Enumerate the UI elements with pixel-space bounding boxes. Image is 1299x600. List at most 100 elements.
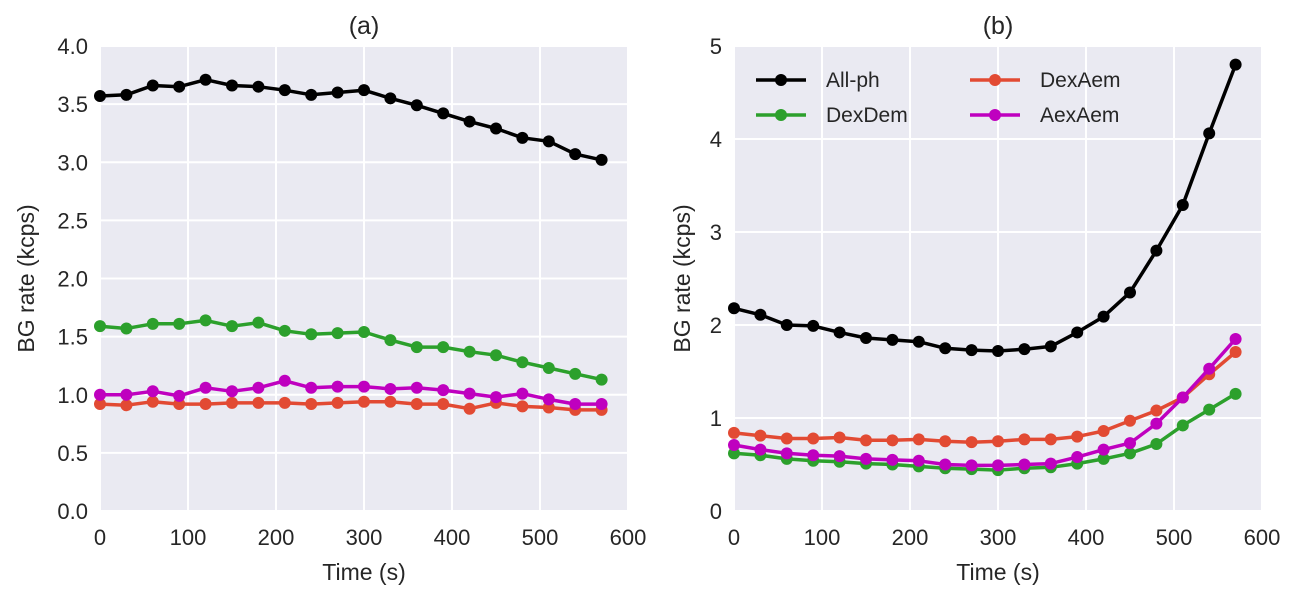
y-tick-label: 1 — [710, 406, 722, 431]
data-point-series-2 — [569, 367, 582, 380]
data-point-series-3 — [437, 398, 450, 411]
data-point-series-2 — [226, 320, 238, 333]
data-point-series-2 — [437, 341, 450, 354]
legend-marker — [775, 74, 787, 86]
data-point-series-4 — [146, 385, 159, 398]
data-point-series-1 — [358, 84, 370, 97]
data-point-series-1 — [173, 80, 186, 93]
x-tick-label: 200 — [892, 525, 929, 550]
data-point-series-4 — [1176, 391, 1189, 404]
data-point-series-1 — [595, 153, 608, 166]
data-point-series-4 — [1229, 332, 1242, 345]
data-point-series-3 — [146, 395, 159, 408]
data-point-series-4 — [94, 388, 106, 401]
data-point-series-3 — [516, 400, 529, 413]
data-point-series-1 — [542, 135, 555, 148]
y-tick-label: 1.0 — [57, 383, 88, 408]
data-point-series-3 — [780, 432, 793, 445]
legend-entry-label: All-ph — [826, 69, 880, 92]
data-point-series-2 — [146, 317, 159, 330]
data-point-series-1 — [120, 88, 133, 101]
x-axis-label: Time (s) — [956, 559, 1039, 585]
data-point-series-3 — [305, 398, 318, 411]
data-point-series-1 — [1018, 343, 1031, 356]
data-point-series-2 — [1124, 447, 1136, 460]
data-point-series-2 — [331, 327, 344, 340]
data-point-series-1 — [463, 115, 476, 128]
y-tick-label: 5 — [710, 34, 722, 59]
x-tick-label: 100 — [170, 525, 207, 550]
data-point-series-2 — [410, 341, 423, 354]
data-point-series-4 — [1203, 362, 1216, 375]
data-point-series-4 — [728, 438, 740, 451]
data-point-series-3 — [463, 402, 476, 415]
x-tick-label: 500 — [522, 525, 559, 550]
y-tick-label: 1.5 — [57, 325, 88, 350]
data-point-series-2 — [463, 345, 476, 358]
data-point-series-2 — [1176, 419, 1189, 432]
data-point-series-4 — [833, 450, 846, 463]
data-point-series-2 — [94, 320, 106, 333]
data-point-series-1 — [1071, 326, 1084, 339]
data-point-series-3 — [1018, 433, 1031, 446]
data-point-series-4 — [807, 449, 820, 462]
data-point-series-2 — [199, 314, 212, 327]
data-point-series-4 — [1097, 443, 1110, 456]
data-point-series-2 — [120, 322, 133, 335]
data-point-series-1 — [1097, 310, 1110, 323]
data-point-series-1 — [992, 345, 1004, 358]
x-tick-label: 0 — [728, 525, 740, 550]
data-point-series-3 — [754, 429, 767, 442]
data-point-series-3 — [1071, 430, 1084, 443]
data-point-series-1 — [780, 319, 793, 331]
y-tick-label: 0.5 — [57, 441, 88, 466]
data-point-series-4 — [569, 398, 582, 411]
data-point-series-2 — [358, 325, 370, 338]
data-point-series-4 — [199, 381, 212, 394]
data-point-series-4 — [1071, 451, 1084, 464]
data-point-series-4 — [939, 458, 952, 471]
data-point-series-3 — [1044, 433, 1057, 446]
data-point-series-2 — [595, 373, 608, 386]
y-tick-label: 3.0 — [57, 150, 88, 175]
data-point-series-1 — [1203, 127, 1216, 140]
x-tick-label: 100 — [804, 525, 841, 550]
legend-marker — [989, 109, 1001, 121]
data-point-series-4 — [463, 387, 476, 400]
data-point-series-3 — [939, 435, 952, 448]
data-point-series-2 — [542, 362, 555, 375]
data-point-series-4 — [173, 389, 186, 402]
data-point-series-3 — [120, 399, 133, 412]
data-point-series-3 — [833, 431, 846, 444]
legend-entry-label: DexAem — [1040, 69, 1121, 92]
data-point-series-4 — [252, 381, 265, 394]
data-point-series-2 — [1203, 403, 1216, 416]
y-tick-label: 2.5 — [57, 208, 88, 233]
data-point-series-3 — [860, 434, 872, 447]
data-point-series-3 — [384, 395, 397, 408]
data-point-series-3 — [1150, 404, 1163, 417]
legend-entry-label: DexDem — [826, 104, 908, 127]
data-point-series-3 — [252, 396, 265, 409]
data-point-series-1 — [886, 333, 899, 346]
data-point-series-2 — [1229, 387, 1242, 400]
data-point-series-4 — [1124, 437, 1136, 450]
data-point-series-1 — [410, 99, 423, 112]
x-tick-label: 600 — [610, 525, 647, 550]
data-point-series-4 — [331, 380, 344, 393]
data-point-series-1 — [807, 319, 820, 332]
data-point-series-4 — [542, 393, 555, 406]
data-point-series-1 — [569, 148, 582, 161]
y-tick-label: 4.0 — [57, 34, 88, 59]
y-tick-label: 4 — [710, 127, 722, 152]
data-point-series-2 — [252, 316, 265, 329]
legend: All-ph DexDem DexAem AexAem — [756, 69, 1121, 127]
data-point-series-2 — [490, 349, 502, 362]
data-point-series-4 — [437, 384, 450, 397]
x-tick-label: 300 — [980, 525, 1017, 550]
x-tick-label: 200 — [258, 525, 295, 550]
data-point-series-4 — [226, 385, 238, 398]
data-point-series-3 — [331, 396, 344, 409]
data-point-series-1 — [490, 122, 502, 135]
data-point-series-3 — [965, 436, 978, 449]
